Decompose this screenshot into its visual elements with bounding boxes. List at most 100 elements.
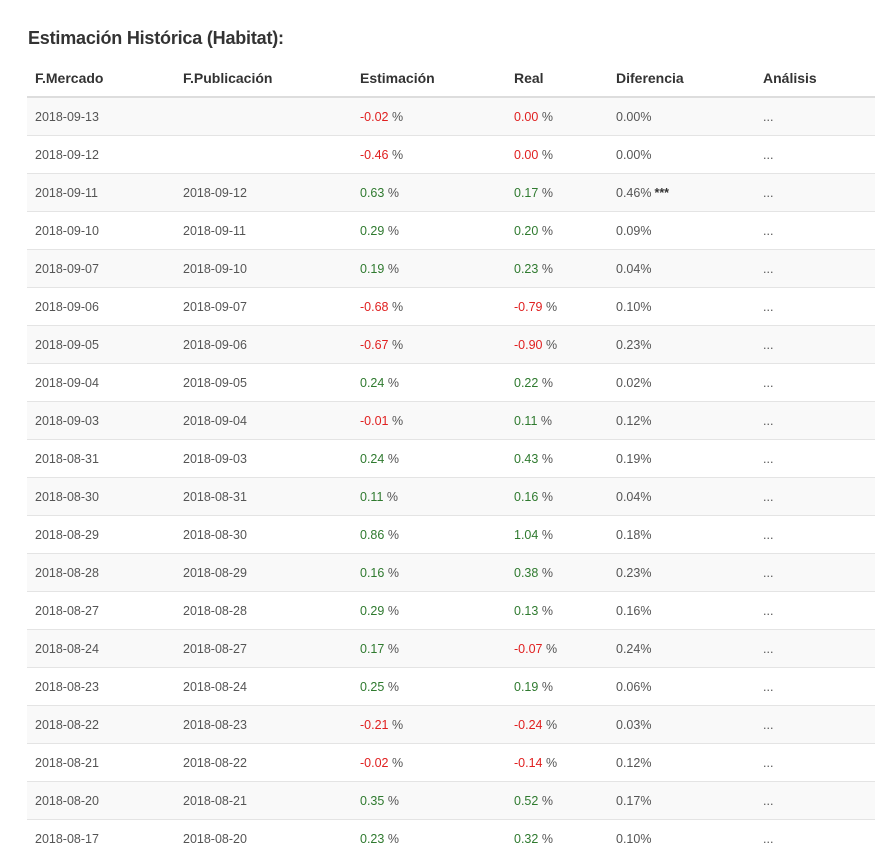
column-header-real[interactable]: Real [506,60,608,98]
cell-mercado: 2018-09-07 [27,249,175,288]
percent-sign: % [388,413,404,428]
estimacion-value: -0.67 [360,337,389,352]
cell-publicacion: 2018-09-07 [175,287,352,326]
cell-analisis-link[interactable]: ... [755,401,875,440]
percent-sign: % [538,451,553,466]
cell-mercado: 2018-08-31 [27,439,175,478]
cell-estimacion: -0.46 % [352,135,506,174]
real-value: 0.11 [514,413,538,428]
cell-diferencia: 0.02% [608,363,755,402]
percent-sign: % [538,603,553,618]
percent-sign: % [538,679,553,694]
diferencia-value: 0.12% [616,413,652,428]
cell-mercado: 2018-08-28 [27,553,175,592]
percent-sign: % [388,717,404,732]
real-value: 0.16 [514,489,539,504]
table-row: 2018-09-06 2018-09-07 -0.68 % -0.79 % 0.10%.… [27,287,875,326]
estimacion-value: 0.24 [360,375,385,390]
diferencia-value: 0.46% [616,185,652,200]
percent-sign: % [384,831,399,846]
cell-mercado: 2018-08-21 [27,743,175,782]
diferencia-value: 0.03% [616,717,652,732]
real-value: -0.79 [514,299,543,314]
diferencia-value: 0.12% [616,755,652,770]
cell-diferencia: 0.12% [608,743,755,782]
cell-publicacion: 2018-08-23 [175,705,352,744]
cell-analisis-link[interactable]: ... [755,819,875,857]
percent-sign: % [388,337,404,352]
cell-analisis-link[interactable]: ... [755,439,875,478]
estimacion-value: 0.19 [360,261,385,276]
percent-sign: % [538,261,553,276]
cell-analisis-link[interactable]: ... [755,667,875,706]
cell-mercado: 2018-08-30 [27,477,175,516]
estimacion-value: -0.46 [360,147,389,162]
table-row: 2018-09-11 2018-09-12 0.63 % 0.17 % 0.46% ***… [27,173,875,212]
cell-analisis-link[interactable]: ... [755,249,875,288]
table-row: 2018-08-30 2018-08-31 0.11 % 0.16 % 0.04%... [27,477,875,516]
table-row: 2018-09-10 2018-09-11 0.29 % 0.20 % 0.09%... [27,211,875,250]
cell-estimacion: 0.19 % [352,249,506,288]
column-header-mercado[interactable]: F.Mercado [27,60,175,98]
estimacion-value: 0.17 [360,641,385,656]
cell-analisis-link[interactable]: ... [755,97,875,136]
percent-sign: % [542,337,558,352]
cell-diferencia: 0.00% [608,135,755,174]
cell-publicacion: 2018-08-27 [175,629,352,668]
diferencia-value: 0.16% [616,603,652,618]
cell-publicacion: 2018-09-11 [175,211,352,250]
percent-sign: % [384,603,399,618]
cell-publicacion: 2018-08-29 [175,553,352,592]
real-value: 0.23 [514,261,539,276]
cell-analisis-link[interactable]: ... [755,363,875,402]
cell-diferencia: 0.19% [608,439,755,478]
cell-real: 0.23 % [506,249,608,288]
estimacion-value: 0.25 [360,679,385,694]
column-header-estimacion[interactable]: Estimación [352,60,506,98]
column-header-publicacion[interactable]: F.Publicación [175,60,352,98]
column-header-analisis[interactable]: Análisis [755,60,875,98]
cell-analisis-link[interactable]: ... [755,477,875,516]
cell-analisis-link[interactable]: ... [755,553,875,592]
cell-analisis-link[interactable]: ... [755,629,875,668]
cell-analisis-link[interactable]: ... [755,287,875,326]
table-row: 2018-09-04 2018-09-05 0.24 % 0.22 % 0.02%... [27,363,875,402]
cell-diferencia: 0.17% [608,781,755,820]
table-body: 2018-09-13 -0.02 % 0.00 % 0.00%... 2018-09-1… [27,97,875,857]
table-row: 2018-08-21 2018-08-22 -0.02 % -0.14 % 0.12%.… [27,743,875,782]
cell-diferencia: 0.10% [608,819,755,857]
diferencia-value: 0.02% [616,375,652,390]
column-header-diferencia[interactable]: Diferencia [608,60,755,98]
table-row: 2018-09-12 -0.46 % 0.00 % 0.00%... [27,135,875,174]
cell-estimacion: 0.17 % [352,629,506,668]
table-row: 2018-08-27 2018-08-28 0.29 % 0.13 % 0.16%... [27,591,875,630]
cell-mercado: 2018-09-12 [27,135,175,174]
diferencia-value: 0.24% [616,641,652,656]
cell-analisis-link[interactable]: ... [755,515,875,554]
cell-real: 0.00 % [506,97,608,136]
cell-analisis-link[interactable]: ... [755,211,875,250]
page-title: Estimación Histórica (Habitat): [28,28,284,48]
table-row: 2018-08-20 2018-08-21 0.35 % 0.52 % 0.17%... [27,781,875,820]
cell-diferencia: 0.09% [608,211,755,250]
percent-sign: % [384,185,399,200]
cell-analisis-link[interactable]: ... [755,705,875,744]
cell-analisis-link[interactable]: ... [755,135,875,174]
cell-real: -0.07 % [506,629,608,668]
cell-mercado: 2018-09-13 [27,97,175,136]
cell-analisis-link[interactable]: ... [755,781,875,820]
cell-analisis-link[interactable]: ... [755,173,875,212]
real-value: 0.19 [514,679,539,694]
cell-analisis-link[interactable]: ... [755,325,875,364]
cell-diferencia: 0.46% *** [608,173,755,212]
cell-publicacion: 2018-09-05 [175,363,352,402]
cell-real: 0.32 % [506,819,608,857]
cell-analisis-link[interactable]: ... [755,743,875,782]
cell-analisis-link[interactable]: ... [755,591,875,630]
percent-sign: % [388,299,404,314]
cell-real: 0.52 % [506,781,608,820]
cell-publicacion: 2018-08-21 [175,781,352,820]
cell-estimacion: 0.35 % [352,781,506,820]
header-row: F.Mercado F.Publicación Estimación Real … [27,60,875,98]
